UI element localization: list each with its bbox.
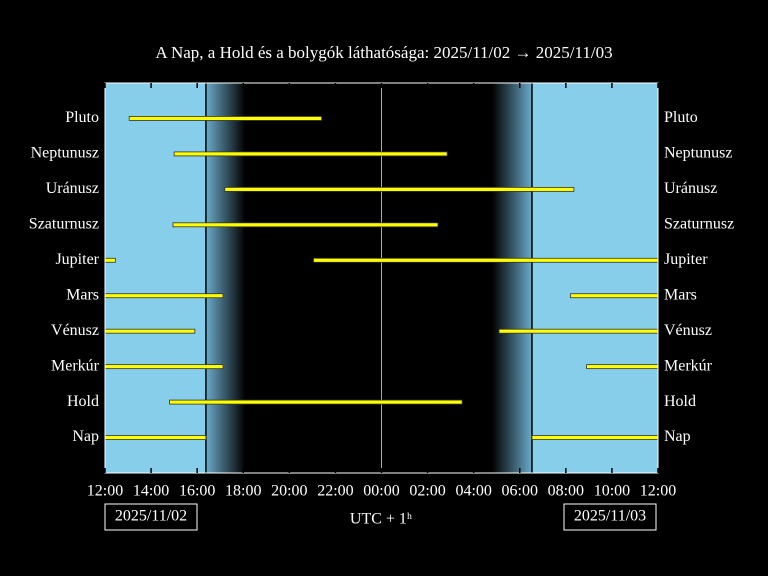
row-label: Neptunusz	[664, 145, 732, 162]
x-tick-label: 16:00	[179, 483, 215, 500]
visibility-bar	[128, 116, 322, 121]
x-axis-label: UTC + 1ʰ	[350, 511, 412, 528]
visibility-bar	[531, 435, 659, 440]
twilight	[205, 83, 246, 473]
x-tick-label: 06:00	[502, 483, 538, 500]
x-tick-label: 12:00	[87, 483, 123, 500]
visibility-bar	[172, 222, 439, 228]
row-label: Uránusz	[46, 180, 99, 197]
row-label: Nap	[664, 428, 691, 445]
row-label: Mars	[66, 286, 99, 303]
row-label: Szaturnusz	[29, 215, 99, 232]
date-box	[563, 503, 657, 531]
row-label: Mars	[664, 286, 697, 303]
visibility-bar	[169, 399, 463, 405]
twilight	[492, 83, 532, 473]
date-label: 2025/11/02	[115, 508, 187, 525]
daylight	[531, 83, 658, 473]
x-tick-label: 18:00	[225, 483, 261, 500]
x-tick-label: 02:00	[409, 483, 445, 500]
x-tick-label: 00:00	[363, 483, 399, 500]
date-box	[104, 503, 198, 531]
chart-title: A Nap, a Hold és a bolygók láthatósága: …	[155, 43, 612, 62]
date-label: 2025/11/03	[574, 508, 646, 525]
x-tick-label: 14:00	[133, 483, 169, 500]
row-label: Merkúr	[664, 357, 713, 374]
x-tick-label: 08:00	[548, 483, 584, 500]
visibility-bar	[173, 151, 448, 157]
visibility-bar	[104, 257, 116, 263]
row-label: Hold	[67, 393, 99, 410]
row-label: Jupiter	[55, 251, 99, 268]
row-label: Pluto	[664, 109, 698, 126]
visibility-bar	[224, 186, 575, 192]
row-label: Vénusz	[664, 322, 712, 339]
visibility-bar	[104, 328, 196, 334]
row-label: Szaturnusz	[664, 215, 734, 232]
visibility-bar	[104, 435, 207, 440]
x-tick-label: 22:00	[317, 483, 353, 500]
visibility-bar	[498, 328, 659, 334]
x-tick-label: 04:00	[455, 483, 491, 500]
visibility-bar	[586, 364, 659, 370]
x-tick-label: 20:00	[271, 483, 307, 500]
row-label: Vénusz	[51, 322, 99, 339]
visibility-bar	[570, 293, 659, 299]
visibility-bar	[104, 364, 224, 370]
row-label: Hold	[664, 393, 696, 410]
x-tick-label: 10:00	[594, 483, 630, 500]
row-label: Merkúr	[51, 357, 100, 374]
visibility-bar	[104, 293, 224, 299]
row-label: Uránusz	[664, 180, 717, 197]
row-label: Pluto	[65, 109, 99, 126]
daylight	[105, 83, 206, 473]
row-label: Nap	[72, 428, 99, 445]
row-label: Neptunusz	[31, 145, 99, 162]
x-tick-label: 12:00	[640, 483, 676, 500]
row-label: Jupiter	[664, 251, 708, 268]
visibility-bar	[313, 257, 659, 263]
